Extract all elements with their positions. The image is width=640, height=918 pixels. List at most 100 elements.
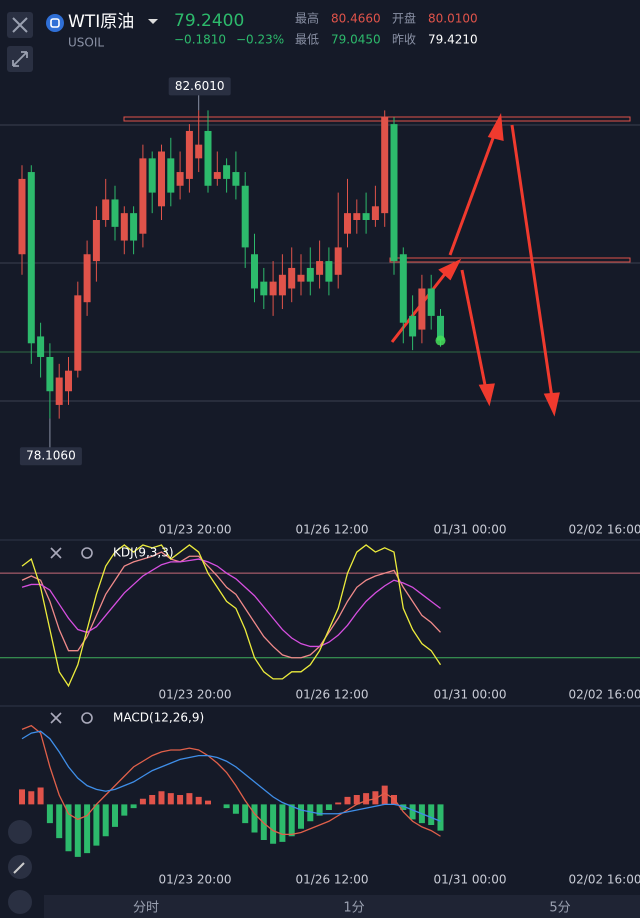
macd-bar [260, 804, 267, 840]
open-label: 开盘 [392, 11, 416, 26]
candle-body [371, 206, 379, 220]
candle-body [120, 213, 128, 241]
last-price-dot [435, 335, 446, 346]
candle-body [278, 274, 286, 296]
candle-body [399, 254, 407, 323]
candle-body [130, 213, 138, 241]
macd-bar [130, 804, 137, 809]
high-value: 80.4660 [331, 12, 381, 26]
x-tick-label: 01/31 00:00 [434, 523, 507, 537]
extreme-label: 82.6010 [175, 79, 225, 93]
candle-body [223, 165, 231, 179]
candle-body [27, 172, 35, 344]
remove-indicator[interactable] [50, 712, 62, 724]
candle-body [185, 130, 193, 179]
macd-bar [112, 804, 118, 827]
x-tick-label: 02/02 16:00 [569, 523, 640, 537]
macd-bar [325, 804, 332, 810]
candle-body [381, 117, 389, 214]
macd-bar [428, 804, 435, 825]
tab[interactable]: 分时 [133, 901, 159, 916]
candle-body [83, 254, 91, 303]
macd-bar [353, 795, 360, 805]
candle-body [427, 288, 435, 316]
indicator-title: MACD(12,26,9) [113, 711, 204, 725]
macd-bar [298, 804, 304, 829]
low-label: 最低 [295, 33, 319, 47]
macd-bar [316, 804, 323, 816]
candle-body [55, 377, 63, 405]
macd-bar [344, 796, 351, 805]
candle-body [213, 172, 221, 179]
prev-close-value: 79.4210 [428, 33, 478, 47]
candle-body [353, 213, 361, 220]
x-tick-label: 01/26 12:00 [296, 688, 369, 702]
candle-body [344, 213, 351, 234]
macd-bar [167, 793, 174, 805]
candle-body [232, 172, 240, 186]
candle-body [306, 267, 314, 282]
indicator-settings[interactable] [81, 712, 93, 724]
indicator-title: KDJ(9,3,3) [113, 546, 174, 560]
symbol-icon-glyph [50, 18, 60, 28]
tab[interactable]: 5分 [549, 901, 570, 916]
macd-bar [195, 796, 202, 805]
x-tick-label: 01/31 00:00 [434, 688, 507, 702]
candle-body [148, 158, 156, 193]
macd-bar [93, 804, 100, 846]
candle-body [74, 295, 82, 371]
x-tick-label: 01/31 00:00 [434, 873, 507, 887]
high-label: 最高 [295, 11, 319, 26]
tab[interactable]: 1分 [343, 901, 364, 916]
macd-bar [307, 804, 314, 822]
macd-bar [139, 798, 146, 805]
macd-bar [37, 787, 44, 805]
macd-bar [65, 804, 72, 852]
macd-bar [251, 804, 258, 833]
tool-candles[interactable] [8, 820, 32, 844]
candle-body [158, 151, 165, 207]
low-value: 79.0450 [331, 33, 381, 47]
macd-bar [409, 804, 416, 820]
symbol-name[interactable]: WTI原油 [68, 12, 134, 32]
tool-indicator[interactable] [8, 890, 32, 914]
macd-bar [46, 804, 53, 824]
macd-bar [381, 785, 388, 805]
candle-body [37, 336, 45, 357]
macd-bar [288, 804, 295, 837]
symbol-icon [46, 14, 64, 32]
candle-body [102, 199, 110, 220]
macd-bar [186, 793, 193, 805]
macd-bar [149, 795, 156, 805]
candle-body [325, 261, 333, 282]
candle-body [362, 213, 370, 220]
symbol-dropdown[interactable] [148, 19, 158, 24]
candle-body [241, 185, 249, 248]
macd-bar [400, 804, 407, 810]
x-tick-label: 01/26 12:00 [296, 523, 369, 537]
candle-body [65, 370, 72, 392]
candle-body [92, 220, 100, 262]
macd-bar [84, 804, 91, 854]
price-change-percent: −0.23% [236, 33, 284, 47]
indicator-line [21, 730, 441, 822]
macd-bar [74, 804, 81, 857]
macd-bar [363, 793, 370, 805]
macd-bar [158, 791, 165, 805]
x-tick-label: 01/23 20:00 [159, 523, 232, 537]
macd-bar [19, 789, 25, 805]
macd-bar [205, 800, 211, 805]
candle-body [251, 254, 258, 289]
candle-body [18, 178, 26, 255]
remove-indicator[interactable] [50, 547, 62, 559]
macd-bar [56, 804, 63, 839]
candle-body [269, 281, 277, 296]
macd-bar [279, 804, 286, 842]
macd-bar [28, 791, 35, 805]
indicator-settings[interactable] [81, 547, 93, 559]
extreme-label-bg [19, 447, 82, 466]
prev-close-label: 昨收 [392, 33, 416, 47]
candle-body [176, 172, 184, 186]
